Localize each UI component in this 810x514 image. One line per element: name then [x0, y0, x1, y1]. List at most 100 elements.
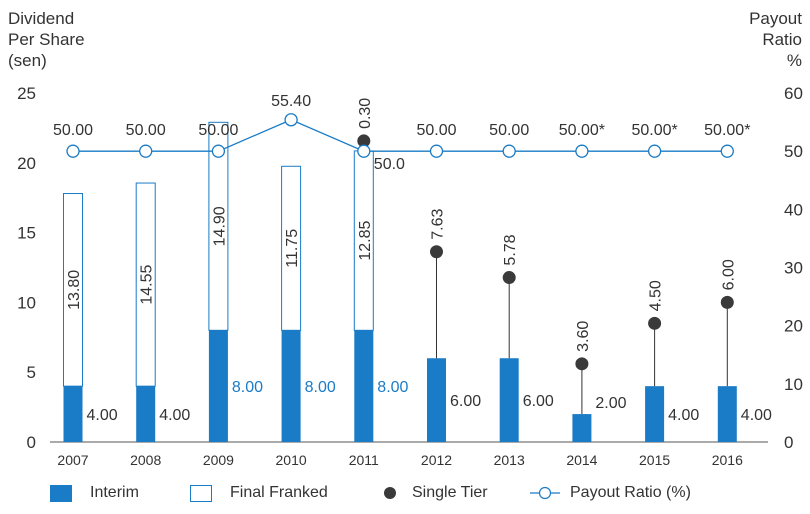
single-tier-dot: [430, 245, 443, 259]
x-tick-label: 2016: [712, 452, 743, 468]
legend-label-payout: Payout Ratio (%): [570, 484, 691, 501]
y-left-tick-label: 25: [17, 84, 36, 103]
y-right-tick-label: 50: [784, 142, 803, 161]
x-tick-label: 2014: [566, 452, 597, 468]
left-axis-title-line: (sen): [8, 51, 47, 70]
legend-label-interim: Interim: [90, 484, 139, 501]
y-right-tick-label: 60: [784, 84, 803, 103]
x-tick-label: 2011: [349, 452, 379, 468]
y-left-tick-label: 0: [27, 433, 36, 452]
y-right-tick-label: 40: [784, 200, 803, 219]
interim-value-label: 6.00: [450, 393, 481, 410]
final-franked-value-label: 12.85: [357, 221, 374, 261]
interim-value-label: 4.00: [159, 407, 190, 424]
single-tier-dot: [575, 357, 589, 371]
final-franked-value-label: 11.75: [284, 229, 301, 268]
payout-ratio-value-label: 55.40: [271, 93, 311, 110]
payout-ratio-marker: [720, 144, 734, 158]
single-tier-value-label: 0.30: [357, 98, 374, 129]
interim-bar: [281, 330, 301, 442]
payout-ratio-value-label: 50.00: [53, 122, 93, 139]
y-left-tick-label: 5: [27, 363, 36, 382]
payout-ratio-marker: [357, 144, 371, 158]
legend-item-interim: Interim: [50, 484, 139, 502]
payout-ratio-value-label: 50.00*: [704, 122, 750, 139]
legend-item-single: Single Tier: [380, 484, 488, 502]
interim-bar: [572, 414, 592, 442]
x-tick-label: 2015: [639, 452, 670, 468]
single-tier-value-label: 7.63: [430, 208, 447, 239]
payout-ratio-value-label: 50.00: [198, 122, 238, 139]
payout-ratio-marker: [575, 144, 589, 158]
y-right-tick-label: 30: [784, 259, 803, 278]
y-right-tick-label: 0: [784, 433, 793, 452]
interim-bar: [717, 386, 737, 442]
interim-value-label: 2.00: [595, 395, 626, 412]
payout-ratio-line: [73, 119, 728, 152]
legend-label-final: Final Franked: [230, 484, 328, 501]
right-axis-title-line: Payout: [749, 9, 802, 28]
interim-bar: [208, 330, 228, 442]
legend-label-single: Single Tier: [412, 484, 488, 501]
single-tier-value-label: 4.50: [648, 280, 665, 311]
legend-swatch-payout: [530, 486, 560, 500]
x-tick-label: 2012: [421, 452, 452, 468]
dividend-chart: 0 5 10 15 20 25 0 10 20 30 40 50 60 2007 2008 2009 2010 2…: [17, 84, 803, 468]
payout-ratio-marker: [502, 144, 516, 158]
single-tier-value-label: 5.78: [502, 234, 519, 265]
interim-value-label: 6.00: [523, 393, 554, 410]
payout-ratio-marker: [211, 144, 226, 158]
final-franked-value-label: 14.55: [139, 264, 156, 304]
interim-bar: [499, 358, 519, 442]
single-tier-value-label: 6.00: [720, 259, 737, 290]
single-tier-dot: [502, 271, 516, 285]
single-tier-dot: [720, 295, 734, 309]
x-tick-label: 2008: [130, 452, 161, 468]
legend-item-payout: Payout Ratio (%): [530, 484, 691, 502]
interim-bar: [63, 386, 83, 442]
interim-value-label: 4.00: [741, 407, 772, 424]
x-tick-label: 2013: [494, 452, 525, 468]
right-axis-title-line: %: [786, 51, 802, 70]
payout-ratio-marker: [66, 144, 80, 158]
legend-swatch-single: [384, 487, 396, 499]
x-tick-label: 2009: [203, 452, 234, 468]
right-axis-title-line: Ratio: [762, 30, 802, 49]
legend-swatch-final: [190, 484, 212, 502]
y-right-tick-label: 10: [784, 375, 803, 394]
legend-swatch-interim: [50, 484, 72, 502]
single-tier-dot: [357, 134, 371, 148]
interim-value-label: 8.00: [305, 379, 336, 396]
interim-value-label: 4.00: [87, 407, 118, 424]
interim-bar: [136, 386, 156, 442]
payout-ratio-marker: [139, 144, 153, 158]
interim-bar: [427, 358, 446, 442]
payout-ratio-value-label: 50.00: [416, 122, 456, 139]
chart-legend: Interim Final Franked Single Tier Payout…: [0, 484, 810, 510]
payout-ratio-marker: [429, 144, 444, 158]
y-right-tick-label: 20: [784, 317, 803, 336]
left-axis-title-line: Per Share: [8, 30, 85, 49]
y-left-tick-label: 15: [17, 224, 36, 243]
interim-bar: [354, 330, 374, 442]
y-left-tick-label: 10: [17, 293, 36, 312]
payout-ratio-value-label: 50.00: [489, 122, 529, 139]
payout-ratio-marker: [284, 113, 298, 127]
final-franked-value-label: 13.80: [66, 270, 83, 310]
left-axis-title: Dividend Per Share (sen): [8, 8, 85, 71]
interim-bar: [645, 386, 665, 442]
interim-value-label: 4.00: [668, 407, 699, 424]
x-tick-label: 2010: [276, 452, 307, 468]
final-franked-bar: [281, 165, 302, 331]
payout-ratio-value-label: 50.00*: [631, 122, 677, 139]
y-left-tick-label: 20: [17, 154, 36, 173]
interim-value-label: 8.00: [232, 379, 263, 396]
payout-ratio-value-label: 50.00*: [559, 122, 605, 139]
payout-ratio-value-label: 50.00: [126, 122, 166, 139]
final-franked-bar: [63, 193, 83, 387]
payout-ratio-marker: [647, 144, 662, 158]
x-tick-label: 2007: [57, 452, 88, 468]
single-tier-value-label: 3.60: [575, 321, 592, 352]
right-axis-title: Payout Ratio %: [749, 8, 802, 71]
payout-ratio-value-label: 50.0: [374, 156, 405, 173]
